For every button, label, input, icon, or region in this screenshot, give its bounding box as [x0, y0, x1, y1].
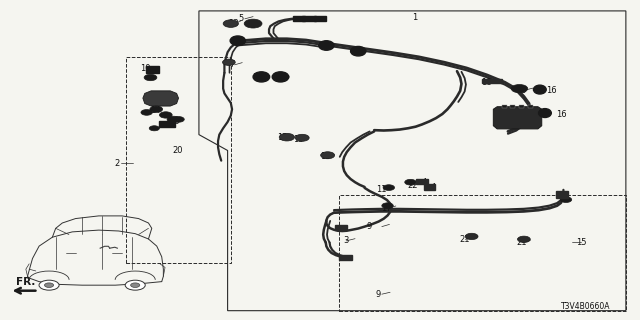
Circle shape: [131, 283, 140, 287]
Bar: [556, 191, 568, 198]
Circle shape: [383, 185, 394, 190]
Text: 19: 19: [252, 73, 262, 82]
Text: FR.: FR.: [16, 277, 35, 287]
Text: 18: 18: [481, 78, 492, 87]
Text: 12: 12: [276, 133, 287, 142]
Bar: [424, 184, 435, 190]
Bar: [483, 79, 502, 83]
Circle shape: [518, 236, 531, 243]
Bar: [510, 105, 515, 108]
Bar: [339, 195, 626, 311]
Ellipse shape: [230, 36, 246, 45]
Circle shape: [173, 116, 184, 122]
Text: 21: 21: [459, 235, 469, 244]
Text: 16: 16: [275, 75, 286, 84]
Text: 21: 21: [516, 238, 527, 247]
Circle shape: [279, 133, 294, 141]
Text: 9: 9: [376, 290, 381, 299]
Text: 11: 11: [376, 185, 387, 194]
Text: 4: 4: [422, 178, 428, 187]
Text: 4: 4: [430, 183, 435, 192]
Circle shape: [167, 116, 180, 123]
Circle shape: [144, 74, 157, 81]
Circle shape: [511, 84, 528, 93]
Circle shape: [223, 20, 239, 28]
Text: 6: 6: [521, 86, 526, 95]
Bar: [159, 121, 175, 127]
Circle shape: [382, 203, 394, 209]
Circle shape: [141, 109, 152, 115]
Bar: [519, 105, 524, 108]
Circle shape: [295, 134, 309, 141]
Ellipse shape: [272, 72, 289, 82]
Circle shape: [223, 59, 236, 66]
Text: 13: 13: [293, 135, 304, 144]
Bar: [335, 225, 348, 230]
Circle shape: [321, 152, 335, 159]
Bar: [293, 16, 305, 21]
Text: 13: 13: [228, 19, 238, 28]
Bar: [528, 105, 533, 108]
Text: 3: 3: [344, 236, 349, 245]
Circle shape: [125, 280, 145, 290]
Text: 15: 15: [576, 238, 587, 247]
Text: 9: 9: [367, 222, 372, 231]
Circle shape: [244, 19, 262, 28]
Circle shape: [39, 280, 59, 290]
Text: 22: 22: [407, 181, 418, 190]
Text: T3V4B0660A: T3V4B0660A: [561, 302, 611, 311]
Text: 16: 16: [546, 86, 557, 95]
Text: 16: 16: [556, 109, 566, 118]
Text: 17: 17: [381, 204, 392, 213]
Ellipse shape: [351, 46, 366, 56]
Circle shape: [159, 112, 172, 118]
Text: 8: 8: [173, 117, 179, 126]
Ellipse shape: [539, 108, 551, 117]
Ellipse shape: [319, 41, 334, 50]
Polygon shape: [493, 107, 541, 129]
Circle shape: [560, 197, 572, 203]
Text: 1: 1: [412, 13, 418, 22]
Text: 7: 7: [229, 60, 234, 69]
Circle shape: [45, 283, 54, 287]
Text: 2: 2: [115, 159, 120, 168]
Ellipse shape: [534, 85, 546, 94]
Circle shape: [150, 106, 163, 112]
Text: 5: 5: [239, 14, 244, 23]
Bar: [502, 105, 507, 108]
Bar: [339, 254, 352, 260]
Text: 10: 10: [140, 63, 151, 73]
Ellipse shape: [253, 72, 269, 82]
Text: 14: 14: [150, 106, 161, 115]
Circle shape: [404, 179, 416, 185]
Bar: [125, 57, 231, 263]
Text: 13: 13: [320, 152, 331, 161]
Circle shape: [465, 233, 478, 240]
Polygon shape: [143, 91, 179, 106]
Circle shape: [149, 126, 159, 131]
Bar: [314, 16, 326, 21]
Bar: [416, 179, 428, 184]
Text: 20: 20: [172, 146, 182, 155]
Bar: [146, 66, 159, 73]
Bar: [302, 16, 316, 21]
